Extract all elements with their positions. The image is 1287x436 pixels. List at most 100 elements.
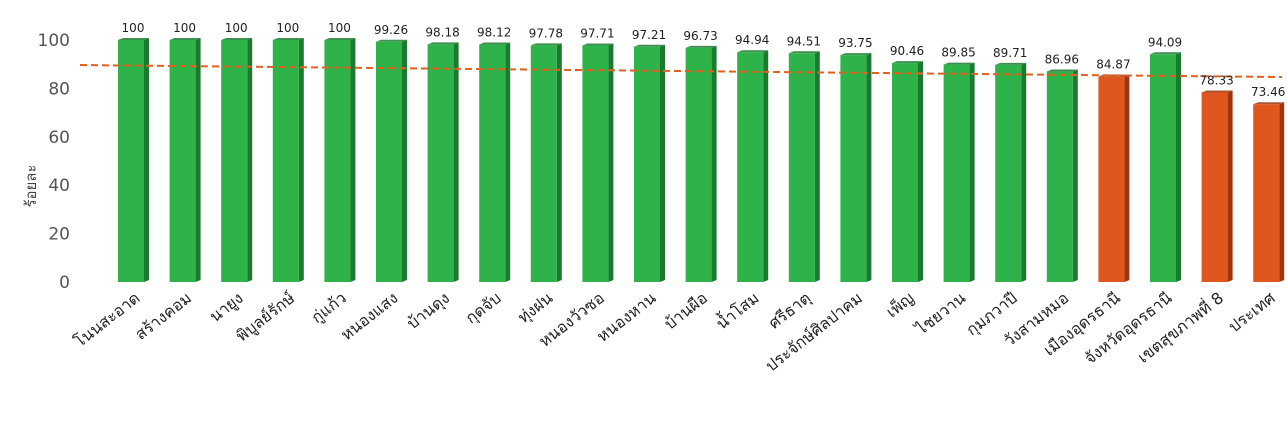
bar [582,43,614,282]
bar [169,38,201,282]
bar-top [737,50,769,53]
bar-side [298,38,304,282]
bar-side [711,45,717,283]
bar-side [350,38,356,282]
data-label: 89.85 [941,46,975,60]
bar-top [1046,69,1078,72]
bar [685,45,717,283]
category-label: ไชยวาน [911,288,969,339]
bar [634,44,665,282]
category-label: บ้านผือ [661,288,711,333]
bar-side [247,38,253,282]
bar-top [995,62,1027,65]
bar [376,39,407,282]
bar-side [1021,62,1027,283]
bar-top [1201,90,1233,93]
bar-front [118,40,144,282]
bar-front [582,45,609,282]
bar [221,38,253,282]
bar [479,42,511,283]
data-labels: 100 100 100 100 100 99.26 98.18 98.12 97.78 97.71… [122,21,1286,99]
y-tick-label: 100 [38,31,70,51]
bar-top [479,42,511,45]
bar-front [634,46,660,282]
data-label: 86.96 [1045,53,1079,67]
data-label: 97.78 [529,26,563,40]
bar-top [685,45,717,48]
bar-front [892,63,918,283]
bar-side [763,50,769,282]
bar [530,43,562,282]
data-label: 99.26 [374,23,408,37]
data-label: 78.33 [1199,73,1233,87]
bar-front [685,47,712,283]
bar-side [195,38,201,282]
bar-side [453,42,459,282]
data-label: 94.09 [1148,35,1182,49]
y-tick-label: 60 [48,128,70,148]
bar-top [1150,52,1181,55]
bar-top [943,62,975,65]
bar-top [582,43,614,46]
bar [995,62,1027,283]
bar-side [608,43,614,282]
y-tick-label: 40 [48,176,70,196]
bar [840,53,872,282]
bar-top [788,51,820,54]
bar [1046,69,1078,283]
bar-top [427,42,459,45]
target-line [79,64,1283,79]
y-tick-label: 80 [48,79,70,99]
bar-top [169,38,201,40]
data-label: 100 [328,21,351,35]
category-label: ทุ่งฝน [514,288,557,328]
category-label: นายูง [206,288,248,327]
data-label: 100 [122,21,145,35]
bar-front [1201,92,1228,282]
bar-front [376,41,402,282]
data-label: 93.75 [838,36,872,50]
y-axis-label: ร้อยละ [22,164,40,207]
bar-front [737,52,764,282]
bar-side [1176,52,1181,282]
category-label: โนนสะอาด [70,288,143,351]
y-axis: 0 20 40 60 80 100 [38,31,70,293]
category-label: หนองแสง [337,288,401,344]
bar-side [969,62,975,282]
bar-front [1098,76,1125,283]
data-label: 97.21 [632,28,666,42]
bar [737,50,769,282]
bar-side [1227,90,1233,282]
bar-side [505,42,511,283]
bar [1150,52,1181,282]
bar [1098,74,1130,283]
bar-front [840,55,867,282]
bar-top [1253,102,1285,105]
bar-side [556,43,562,282]
bar-top [892,61,923,64]
category-label: น้ำโสม [711,287,762,334]
data-label: 100 [225,21,248,35]
bar-top [272,38,304,40]
bar-side [1124,74,1130,283]
bar-front [221,40,248,282]
bar-side [866,53,872,282]
bar-front [1046,71,1073,283]
category-label: กุดจับ [462,288,506,328]
data-label: 89.71 [993,46,1027,60]
data-label: 90.46 [890,44,924,58]
bar-top [221,38,253,40]
bar-front [788,53,815,283]
bar-front [1150,54,1176,282]
bars [118,38,1285,283]
bar [324,38,356,282]
bar-front [943,64,970,282]
category-label: เขตสุขภาพที่ 8 [1133,287,1228,368]
target-line-group [79,64,1283,79]
data-label: 84.87 [1096,58,1130,72]
bar-front [479,44,506,283]
bar-front [530,45,557,282]
category-label: พิบูลย์รักษ์ [232,288,299,346]
